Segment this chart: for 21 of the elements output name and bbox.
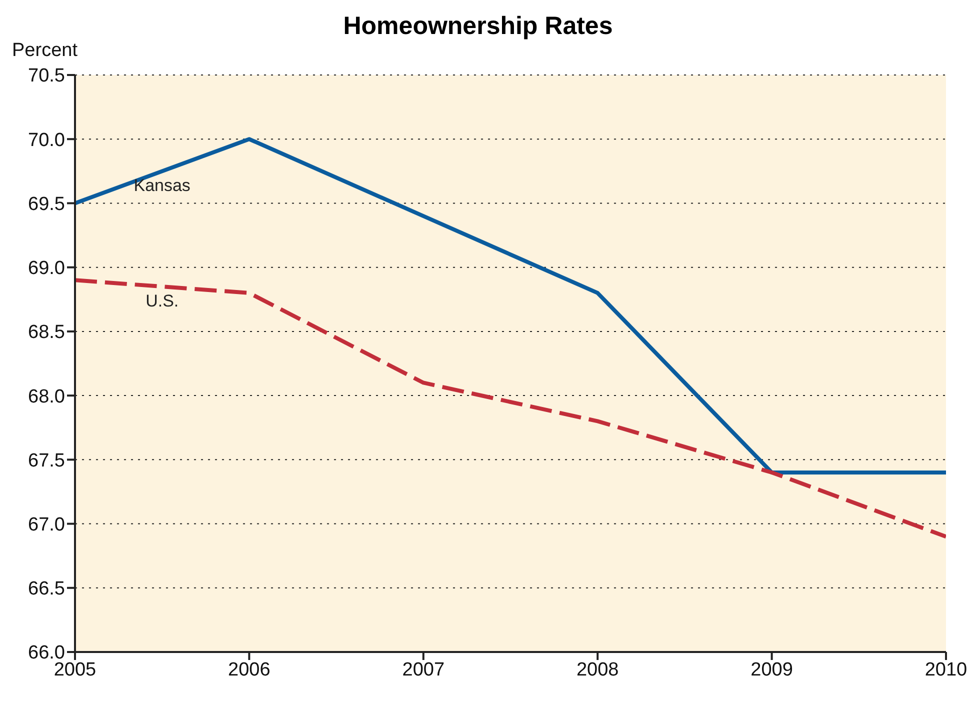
line-series: [75, 278, 946, 539]
y-tick-label: 68.5: [28, 322, 65, 344]
chart-title: Homeownership Rates: [342, 12, 614, 41]
series-label: U.S.: [146, 292, 179, 311]
x-tick-label: 2005: [54, 659, 96, 680]
x-tick-label: 2007: [402, 659, 445, 680]
x-tick-label: 2010: [924, 659, 968, 680]
y-tick-label: 68.0: [28, 386, 65, 408]
y-tick-label: 69.0: [28, 258, 65, 280]
y-axis-title: Percent: [12, 40, 78, 62]
x-tick-label: 2008: [576, 659, 619, 680]
y-tick-label: 67.0: [28, 514, 65, 536]
y-tick-label: 70.0: [28, 130, 65, 151]
y-tick-label: 67.5: [28, 450, 65, 472]
y-tick-label: 69.5: [28, 194, 65, 215]
y-tick-label: 70.5: [28, 66, 65, 87]
series-label: Kansas: [134, 176, 190, 196]
y-tick-label: 66.5: [28, 578, 65, 600]
x-tick-label: 2006: [228, 659, 270, 680]
line-series: [75, 137, 946, 474]
x-tick-label: 2009: [750, 659, 793, 680]
